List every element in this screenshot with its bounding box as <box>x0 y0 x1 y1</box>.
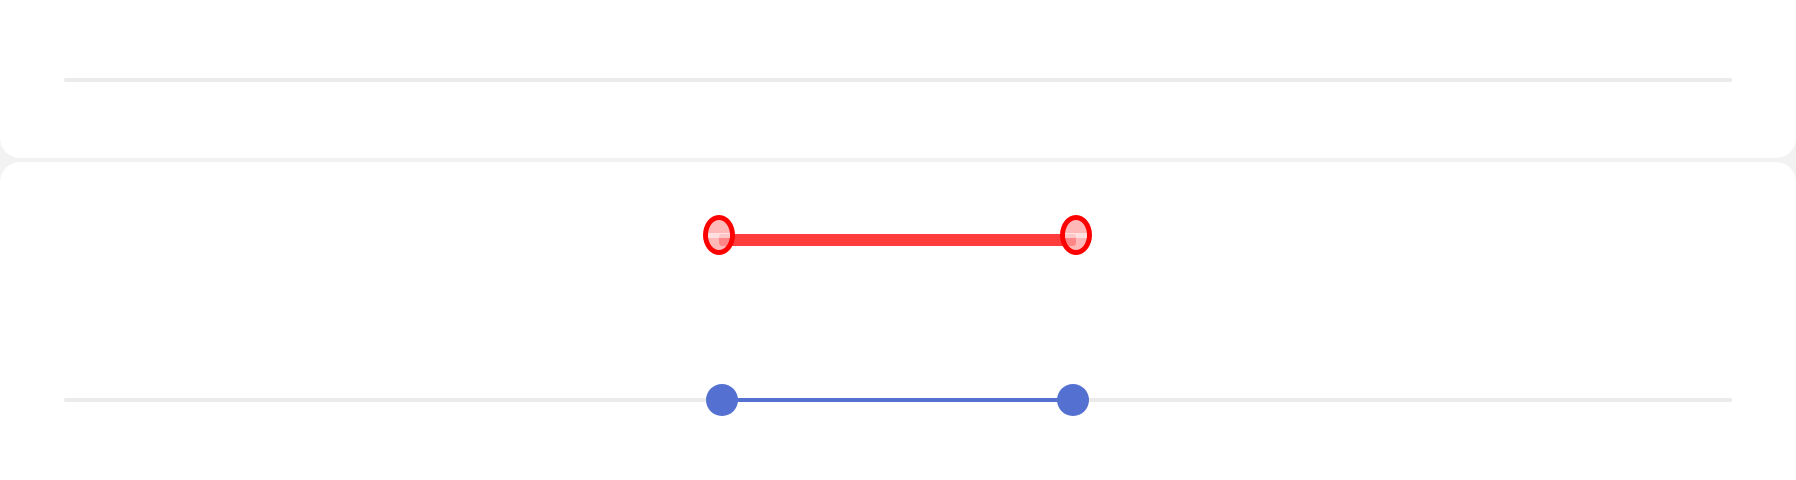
range-slider-card <box>0 162 1796 480</box>
range-slider-selected-range <box>722 398 1073 402</box>
drag-start-marker-icon <box>703 215 735 255</box>
range-slider-min-thumb[interactable] <box>706 384 738 416</box>
drag-end-marker-icon <box>1060 215 1092 255</box>
range-slider-max-thumb[interactable] <box>1057 384 1089 416</box>
drag-annotation-line <box>719 234 1076 246</box>
slider-track[interactable] <box>64 78 1732 82</box>
top-slider-card <box>0 0 1796 158</box>
